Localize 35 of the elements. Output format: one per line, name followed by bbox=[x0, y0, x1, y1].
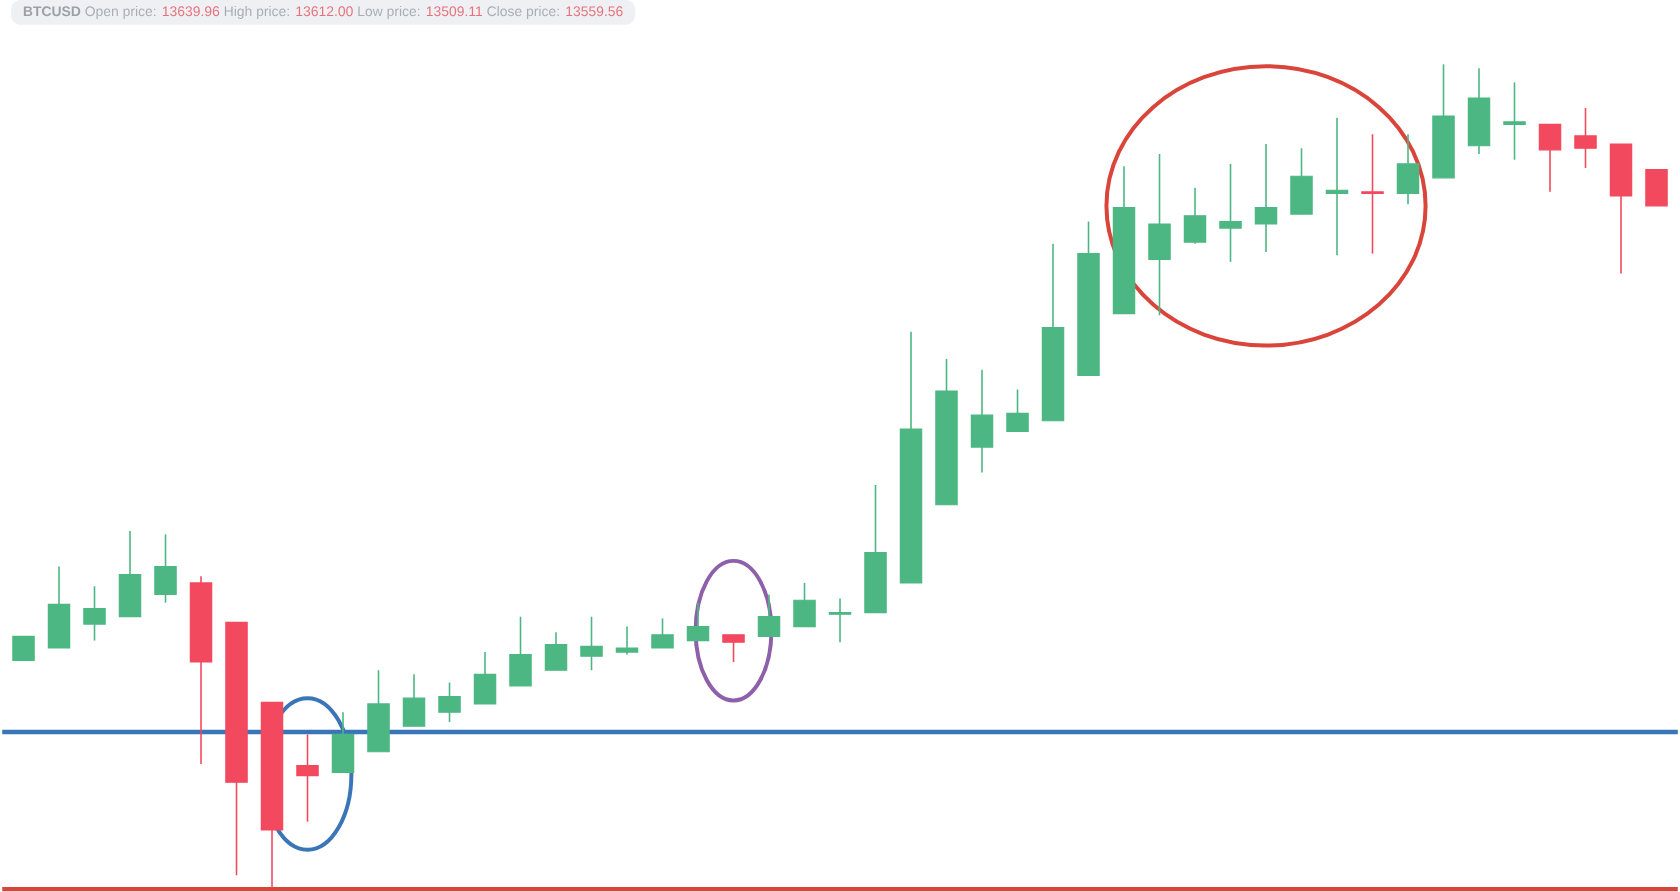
candlestick bbox=[793, 582, 816, 628]
candlestick bbox=[544, 631, 568, 672]
candlestick bbox=[722, 634, 745, 664]
candlestick bbox=[296, 733, 319, 823]
candlestick bbox=[1574, 107, 1597, 170]
candlestick bbox=[12, 636, 35, 662]
candlestick bbox=[83, 585, 106, 642]
candlestick bbox=[473, 651, 497, 706]
candlestick bbox=[1254, 143, 1278, 254]
candlestick bbox=[47, 565, 71, 650]
candlestick bbox=[757, 593, 781, 638]
candlestick bbox=[1538, 123, 1562, 193]
candlestick bbox=[1148, 153, 1171, 317]
candlestick bbox=[828, 598, 852, 644]
candlestick bbox=[154, 533, 177, 604]
candlestick bbox=[1183, 187, 1207, 245]
candlestick bbox=[1219, 163, 1242, 263]
candlestick bbox=[331, 711, 355, 774]
candlestick bbox=[970, 369, 994, 474]
candlestick bbox=[615, 626, 639, 656]
candlestick bbox=[1503, 81, 1526, 161]
candlestick bbox=[438, 682, 461, 724]
candlestick bbox=[651, 617, 674, 650]
candlestick bbox=[1290, 147, 1313, 216]
candlestick bbox=[1396, 133, 1420, 206]
candlestick bbox=[1361, 133, 1384, 255]
candlestick bbox=[580, 616, 603, 672]
candlestick bbox=[402, 673, 426, 728]
candlestick bbox=[1645, 169, 1668, 207]
candlestick bbox=[1006, 388, 1029, 433]
candlestick bbox=[686, 602, 710, 642]
candlestick bbox=[367, 669, 390, 753]
candlestick bbox=[509, 616, 532, 687]
candlestick bbox=[1467, 67, 1491, 156]
candlestick bbox=[118, 530, 142, 618]
